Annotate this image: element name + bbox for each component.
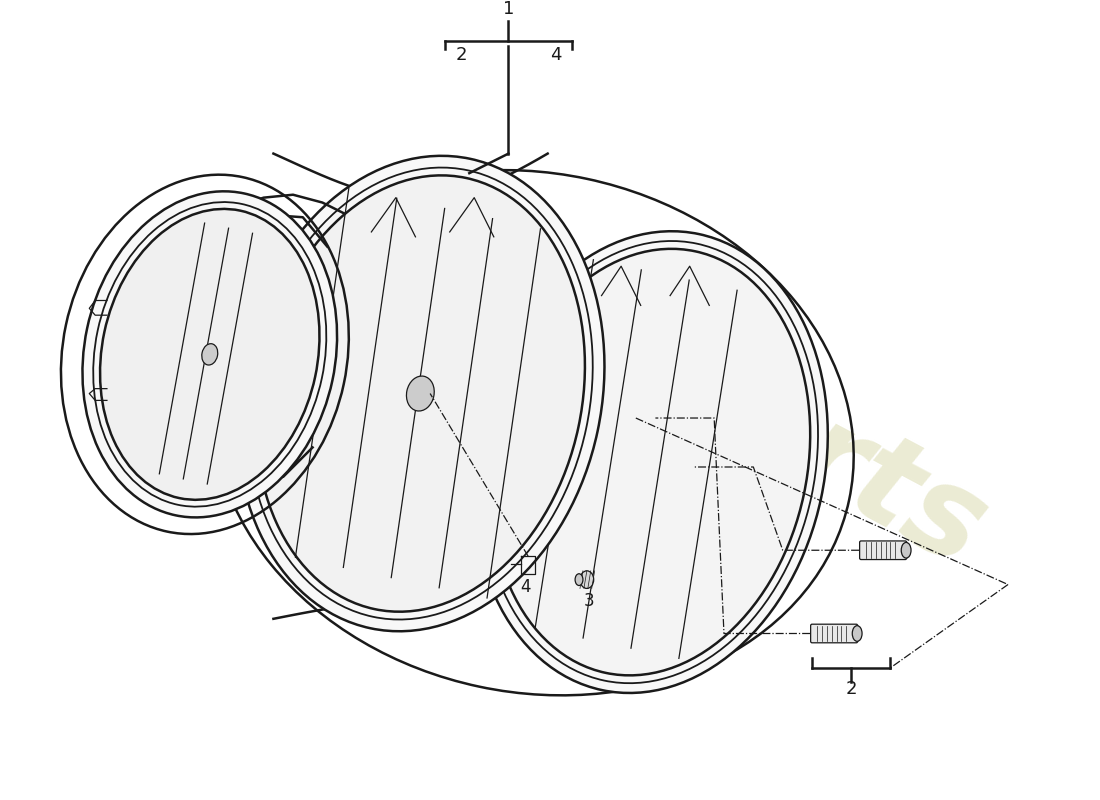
Text: 2: 2 — [455, 46, 468, 64]
Ellipse shape — [256, 175, 585, 612]
Ellipse shape — [201, 344, 218, 365]
Ellipse shape — [580, 571, 594, 589]
Text: a passion for Porsche since 1985: a passion for Porsche since 1985 — [421, 368, 733, 546]
Ellipse shape — [82, 191, 337, 518]
Text: euroParts: euroParts — [344, 165, 1005, 593]
Ellipse shape — [100, 209, 319, 500]
FancyBboxPatch shape — [811, 624, 858, 643]
Text: 4: 4 — [550, 46, 561, 64]
Ellipse shape — [473, 231, 828, 693]
Ellipse shape — [575, 574, 583, 586]
FancyBboxPatch shape — [859, 541, 906, 559]
Text: 4: 4 — [520, 578, 530, 597]
Ellipse shape — [491, 249, 811, 675]
Ellipse shape — [901, 542, 911, 558]
Text: 1: 1 — [503, 1, 514, 18]
Text: 3: 3 — [583, 592, 594, 610]
Text: 2: 2 — [846, 680, 857, 698]
Ellipse shape — [236, 156, 605, 631]
Ellipse shape — [852, 626, 862, 642]
Ellipse shape — [406, 376, 434, 411]
